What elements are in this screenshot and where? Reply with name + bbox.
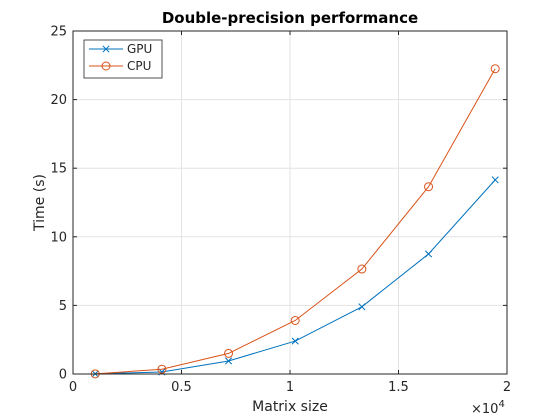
legend-marker-gpu <box>102 45 110 53</box>
data-point-gpu <box>224 357 233 365</box>
y-tick-label: 10 <box>50 230 67 245</box>
legend-box <box>83 39 163 79</box>
x-axis-multiplier: ×104 <box>471 399 505 417</box>
series-line-cpu <box>95 68 496 375</box>
legend-label-cpu: CPU <box>127 59 151 73</box>
data-point-cpu <box>357 264 367 274</box>
marker-stroke <box>491 176 499 184</box>
x-multiplier-base: ×10 <box>471 402 498 417</box>
x-multiplier-exponent: 4 <box>498 399 504 410</box>
y-tick-label: 25 <box>50 25 67 40</box>
data-point-cpu <box>157 364 167 374</box>
series-gpu <box>91 176 499 378</box>
marker-stroke <box>224 357 233 365</box>
x-tick-label: 1 <box>286 380 294 395</box>
y-tick-label: 5 <box>59 299 67 314</box>
data-point-gpu <box>358 303 366 311</box>
data-point-cpu <box>490 64 500 74</box>
x-tick-label: 1.5 <box>388 380 409 395</box>
chart-title: Double-precision performance <box>162 9 418 27</box>
x-tick-label: 0 <box>69 380 77 395</box>
x-tick-label: 0.5 <box>171 380 192 395</box>
y-axis-label: Time (s) <box>32 174 48 232</box>
data-point-gpu <box>491 176 499 184</box>
y-tick-label: 15 <box>50 162 67 177</box>
legend-marker-cpu <box>101 61 111 71</box>
marker-stroke <box>102 45 110 53</box>
marker-stroke <box>424 250 433 258</box>
y-tick-label: 0 <box>59 368 67 383</box>
data-point-cpu <box>424 182 434 192</box>
legend: GPU CPU <box>83 39 163 79</box>
data-point-gpu <box>424 250 433 258</box>
x-tick-label: 2 <box>503 380 511 395</box>
y-tick-label: 20 <box>50 93 67 108</box>
data-point-gpu <box>291 337 299 345</box>
data-point-cpu <box>224 348 234 358</box>
marker-stroke <box>358 303 366 311</box>
legend-label-gpu: GPU <box>127 42 152 56</box>
x-axis-label: Matrix size <box>252 399 328 415</box>
data-point-cpu <box>290 315 300 325</box>
series-layer <box>90 64 500 379</box>
marker-stroke <box>291 337 299 345</box>
